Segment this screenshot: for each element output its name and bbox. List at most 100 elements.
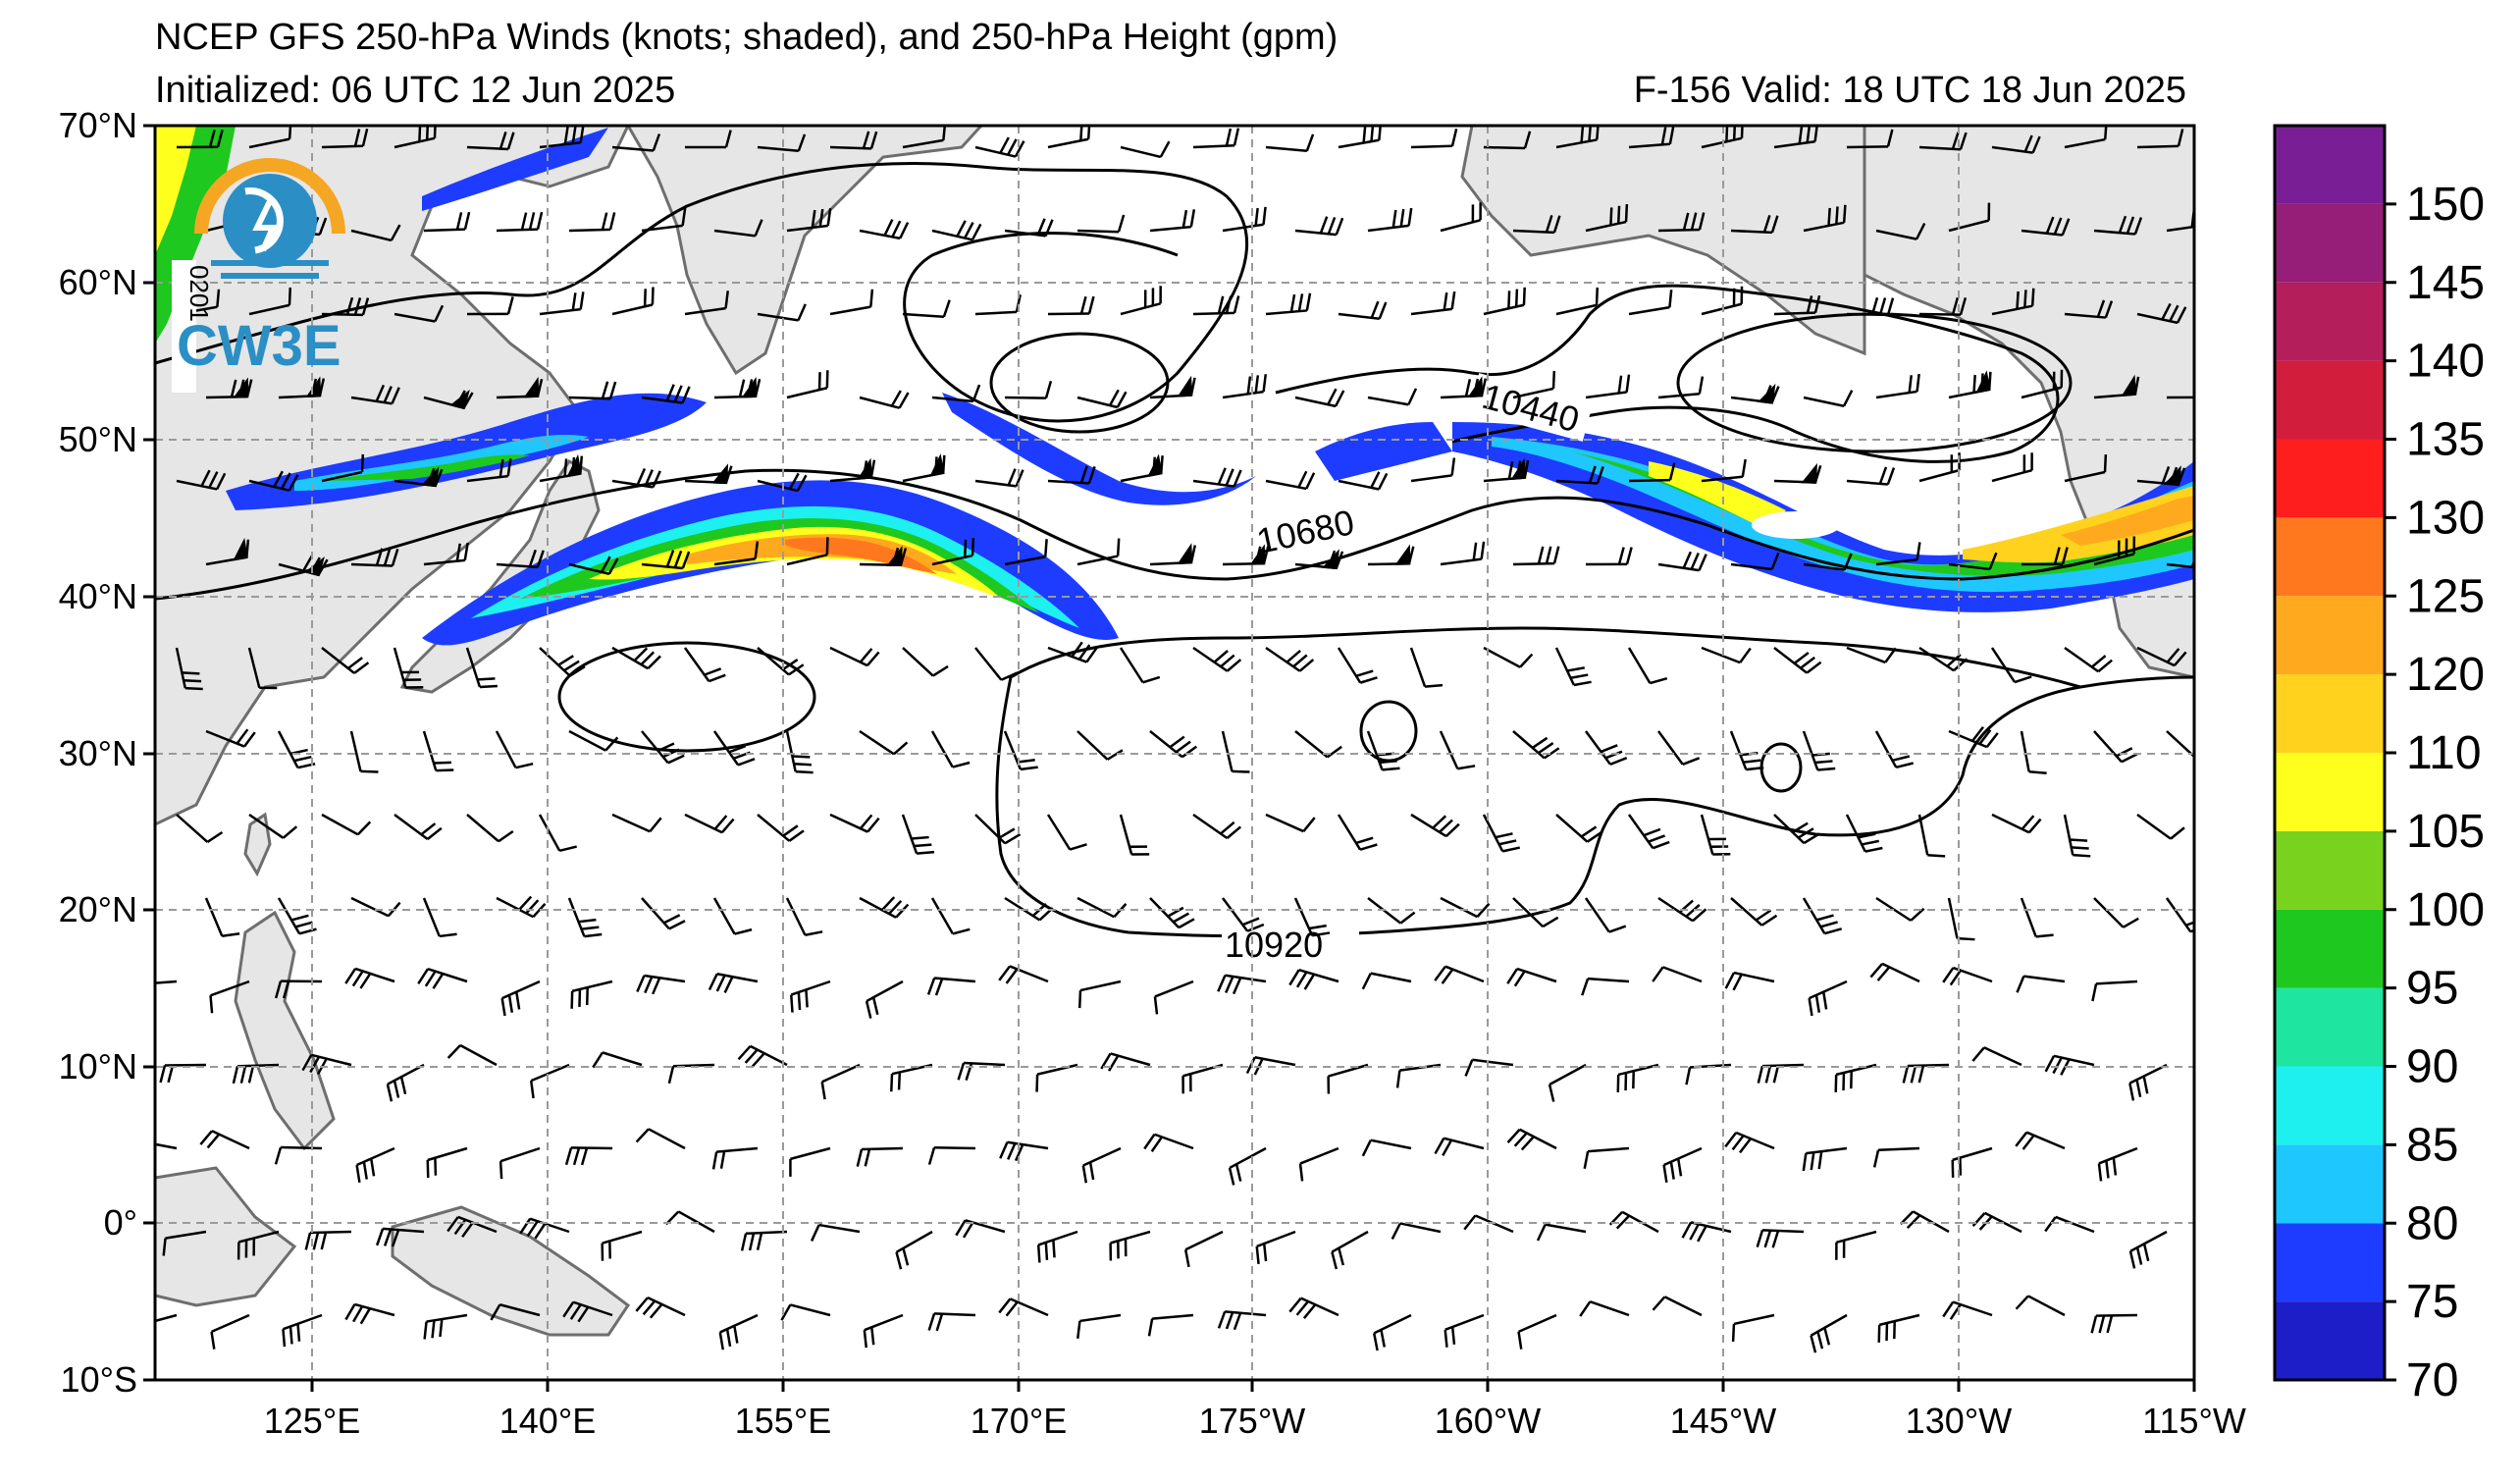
colorbar-bin — [2275, 126, 2385, 204]
wind-barb — [1338, 471, 1389, 491]
wind-barb — [1872, 1146, 1920, 1168]
wind-barb — [423, 211, 471, 233]
contour-10440-a — [155, 161, 1249, 423]
wind-barb — [1047, 295, 1095, 316]
colorbar-bin — [2275, 674, 2385, 753]
wind-barb — [1366, 730, 1400, 771]
cw3e-logo: 0201 CW3E — [172, 158, 345, 393]
wind-barb — [829, 457, 876, 483]
wind-barb — [539, 126, 585, 149]
wind-barb — [1265, 292, 1312, 316]
wind-barb — [496, 376, 544, 399]
wind-barb — [175, 647, 203, 691]
jet-main-core — [687, 534, 957, 574]
wind-barb — [1217, 1310, 1267, 1331]
wind-barb — [496, 211, 544, 233]
wind-barb — [2021, 216, 2071, 237]
wind-barb — [1076, 214, 1126, 234]
wind-barb — [1512, 897, 1559, 928]
wind-barb — [1228, 1146, 1267, 1186]
lat-label-50n: 50°N — [59, 419, 137, 459]
wind-barb — [1036, 1230, 1078, 1263]
logo-side-bg — [172, 260, 196, 393]
wind-barb — [446, 1043, 498, 1067]
wind-barb — [974, 294, 1022, 316]
wind-barb — [1991, 288, 2035, 316]
contour-label-10920: 10920 — [1225, 925, 1323, 965]
jet-nw-corner-inner — [155, 126, 196, 255]
wind-barb — [1506, 967, 1557, 987]
colorbar-bin — [2275, 1144, 2385, 1224]
wind-barb — [1512, 370, 1556, 399]
wind-barb — [1221, 730, 1250, 773]
wind-barb — [2064, 299, 2114, 319]
wind-barb — [1948, 552, 1998, 571]
jet-east-gap — [1752, 511, 1840, 539]
wind-barb — [350, 548, 399, 567]
wind-barb — [2064, 453, 2108, 483]
wind-barb — [1337, 647, 1378, 684]
wind-barb — [635, 1296, 686, 1319]
wind-barb — [998, 1298, 1049, 1317]
wind-barb — [740, 1230, 788, 1251]
wind-barb — [2020, 730, 2047, 774]
wind-barb — [1652, 966, 1703, 983]
wind-barb — [1294, 388, 1345, 408]
wind-barb — [974, 814, 1022, 845]
wind-barb — [1120, 286, 1162, 316]
wind-barb — [1730, 215, 1779, 235]
wind-barb — [1773, 814, 1820, 845]
wind-barb — [829, 289, 874, 316]
logo-sun-arc — [194, 158, 345, 235]
wind-barb — [711, 1146, 759, 1170]
wind-barb — [155, 1313, 178, 1323]
wind-barb — [274, 980, 323, 999]
wind-barb — [1222, 544, 1270, 566]
wind-barb — [1808, 980, 1848, 1017]
jet-stream-shading — [155, 126, 2194, 646]
wind-barb — [1942, 1300, 1993, 1320]
wind-barb — [1434, 965, 1485, 984]
wind-barb — [1512, 214, 1561, 235]
wind-barb — [1410, 291, 1456, 316]
contour-10680 — [155, 468, 2194, 601]
wind-barb — [927, 1312, 976, 1332]
wind-barb — [1579, 1300, 1630, 1317]
wind-barb — [1440, 202, 1482, 233]
wind-barb — [1183, 1230, 1224, 1268]
wind-barb — [1803, 204, 1847, 233]
wind-barb — [1221, 897, 1265, 932]
wind-barb — [304, 1230, 352, 1250]
wind-barb — [1875, 373, 1920, 399]
wind-barb — [1434, 1137, 1485, 1156]
wind-barb — [1109, 1230, 1151, 1261]
wind-barb — [1628, 126, 1675, 149]
colorbar-label: 145 — [2406, 257, 2485, 309]
wind-barb — [2136, 129, 2184, 149]
wind-barb — [568, 729, 619, 752]
wind-barb — [1149, 375, 1196, 399]
wind-barb — [1918, 132, 1968, 151]
wind-barb — [1361, 1139, 1412, 1157]
wind-barb — [1947, 897, 1975, 941]
wind-barb — [423, 542, 469, 566]
wind-barb — [176, 814, 224, 843]
wind-barb — [1483, 457, 1530, 483]
wind-barb — [1917, 814, 1946, 858]
wind-barb — [1584, 730, 1628, 766]
wind-barb — [2136, 646, 2187, 667]
wind-barb — [895, 1230, 933, 1270]
wind-barb — [641, 730, 685, 765]
wind-barb — [859, 219, 910, 240]
wind-barb — [1047, 465, 1096, 485]
wind-barb — [1701, 286, 1744, 316]
wind-barb — [466, 132, 515, 151]
wind-barb — [570, 980, 613, 1009]
wind-barb — [1584, 897, 1627, 933]
wind-barb — [2021, 369, 2064, 399]
wind-barb — [567, 897, 603, 938]
wind-barb — [499, 1146, 541, 1180]
lon-label-170e: 170°E — [971, 1401, 1067, 1441]
jet-east-core-a — [1649, 461, 1786, 530]
